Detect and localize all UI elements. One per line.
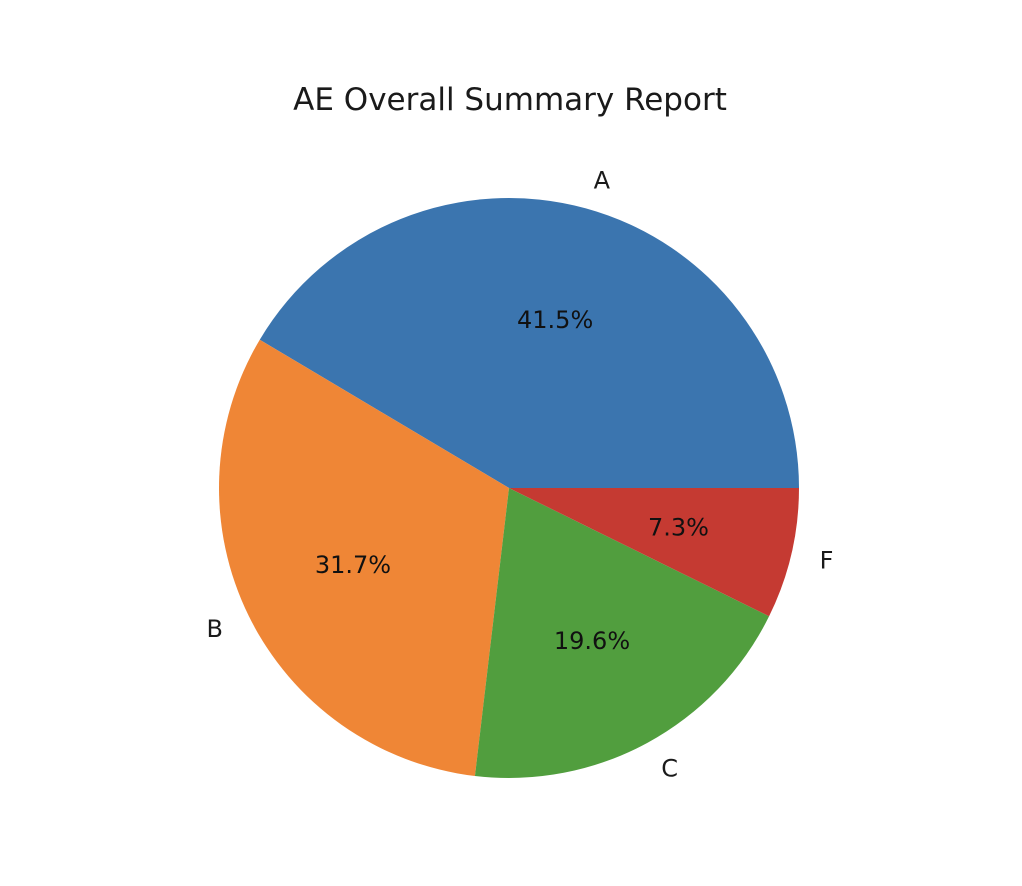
pie-labels: A 41.5% B 31.7% C 19.6% F 7.3% (206, 166, 833, 782)
percent-label-c: 19.6% (554, 627, 630, 655)
slice-label-c: C (661, 754, 678, 782)
pie-slice-c (474, 488, 770, 778)
pie-slice-a (259, 198, 799, 488)
percent-label-a: 41.5% (517, 306, 593, 334)
slice-label-f: F (820, 546, 834, 574)
pie-slice-b (219, 339, 509, 776)
percent-label-b: 31.7% (315, 551, 391, 579)
pie-slices (219, 198, 799, 778)
pie-slice-f (509, 488, 799, 617)
slice-label-a: A (594, 166, 611, 194)
slice-label-b: B (206, 615, 222, 643)
chart-title: AE Overall Summary Report (293, 82, 727, 118)
percent-label-f: 7.3% (648, 514, 709, 542)
